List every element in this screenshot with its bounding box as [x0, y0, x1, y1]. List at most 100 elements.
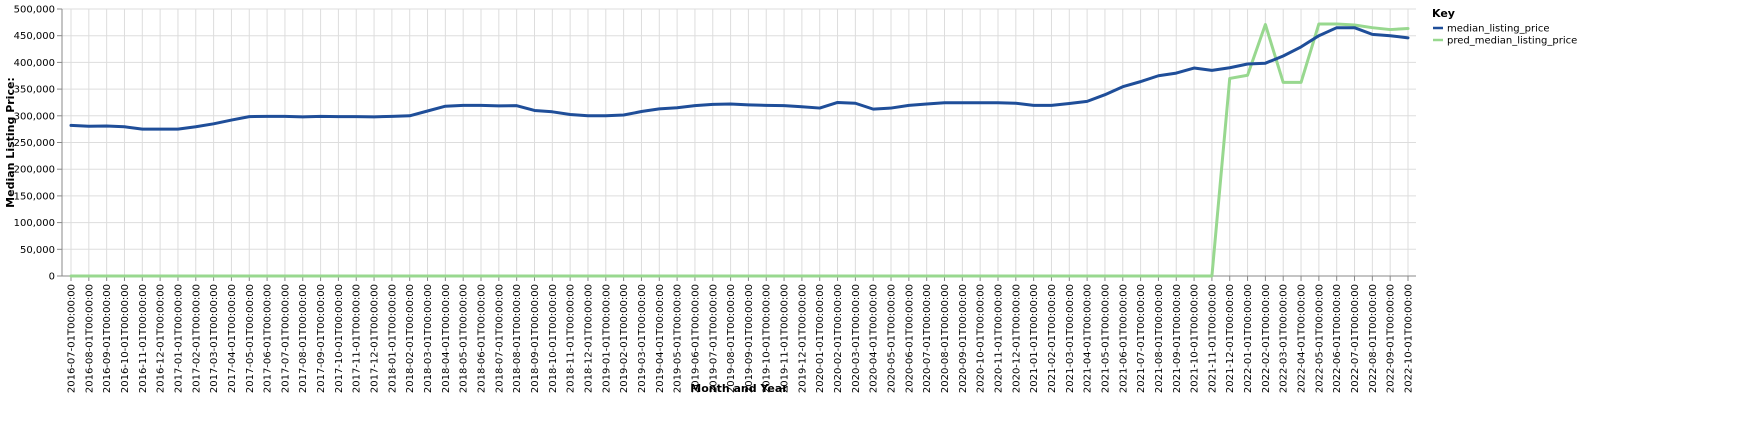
x-tick-label: 2019-04-01T00:00:00	[655, 284, 666, 393]
x-tick-label: 2020-07-01T00:00:00	[922, 284, 933, 393]
y-tick-label: 450,000	[14, 31, 55, 42]
x-tick-label: 2020-09-01T00:00:00	[958, 284, 969, 393]
y-tick-label: 100,000	[14, 218, 55, 229]
x-tick-label: 2018-04-01T00:00:00	[441, 284, 452, 393]
x-tick-label: 2019-06-01T00:00:00	[690, 284, 701, 393]
x-tick-label: 2018-10-01T00:00:00	[548, 284, 559, 393]
x-tick-label: 2021-01-01T00:00:00	[1029, 284, 1040, 393]
x-tick-label: 2018-05-01T00:00:00	[459, 284, 470, 393]
x-tick-label: 2017-01-01T00:00:00	[173, 284, 184, 393]
x-tick-label: 2018-08-01T00:00:00	[512, 284, 523, 393]
x-tick-label: 2017-10-01T00:00:00	[334, 284, 345, 393]
x-tick-label: 2022-10-01T00:00:00	[1404, 284, 1415, 393]
x-tick-label: 2022-09-01T00:00:00	[1386, 284, 1397, 393]
x-axis: 2016-07-01T00:00:00 2016-08-01T00:00:00 20…	[62, 275, 1416, 393]
x-tick-label: 2018-03-01T00:00:00	[423, 284, 434, 393]
x-tick-label: 2018-07-01T00:00:00	[494, 284, 505, 393]
x-axis-title: Month and Year	[690, 382, 788, 395]
x-tick-label: 2021-11-01T00:00:00	[1207, 284, 1218, 393]
x-tick-label: 2019-12-01T00:00:00	[797, 284, 808, 393]
x-tick-label: 2019-10-01T00:00:00	[762, 284, 773, 393]
x-tick-label: 2022-03-01T00:00:00	[1279, 284, 1290, 393]
x-tick-label: 2020-02-01T00:00:00	[833, 284, 844, 393]
x-tick-label: 2017-03-01T00:00:00	[209, 284, 220, 393]
x-tick-label: 2018-01-01T00:00:00	[387, 284, 398, 393]
series-line-pred_median_listing_price	[69, 22, 1410, 278]
x-tick-label: 2022-02-01T00:00:00	[1261, 284, 1272, 393]
x-tick-label: 2016-12-01T00:00:00	[156, 284, 167, 393]
x-tick-label: 2021-04-01T00:00:00	[1083, 284, 1094, 393]
y-axis-title: Median Listing Price:	[4, 77, 17, 208]
x-tick-label: 2016-09-01T00:00:00	[102, 284, 113, 393]
x-tick-label: 2020-04-01T00:00:00	[869, 284, 880, 393]
y-tick-label: 200,000	[14, 165, 55, 176]
x-tick-label: 2019-09-01T00:00:00	[744, 284, 755, 393]
x-tick-label: 2022-04-01T00:00:00	[1297, 284, 1308, 393]
x-tick-label: 2016-07-01T00:00:00	[67, 284, 78, 393]
x-tick-label: 2017-12-01T00:00:00	[370, 284, 381, 393]
x-tick-label: 2022-01-01T00:00:00	[1243, 284, 1254, 393]
x-tick-label: 2020-03-01T00:00:00	[851, 284, 862, 393]
y-tick-label: 0	[49, 272, 55, 283]
x-tick-label: 2021-03-01T00:00:00	[1065, 284, 1076, 393]
x-tick-label: 2018-06-01T00:00:00	[477, 284, 488, 393]
y-tick-label: 500,000	[14, 5, 55, 16]
legend-label: pred_median_listing_price	[1447, 36, 1577, 47]
x-tick-label: 2017-02-01T00:00:00	[191, 284, 202, 393]
x-tick-label: 2020-01-01T00:00:00	[815, 284, 826, 393]
x-tick-label: 2020-10-01T00:00:00	[976, 284, 987, 393]
x-tick-label: 2021-02-01T00:00:00	[1047, 284, 1058, 393]
x-tick-label: 2017-09-01T00:00:00	[316, 284, 327, 393]
x-tick-label: 2018-11-01T00:00:00	[566, 284, 577, 393]
legend: Key median_listing_pricepred_median_list…	[1432, 7, 1577, 47]
x-tick-label: 2022-08-01T00:00:00	[1368, 284, 1379, 393]
x-tick-label: 2019-02-01T00:00:00	[619, 284, 630, 393]
legend-label: median_listing_price	[1447, 24, 1550, 35]
x-tick-label: 2019-08-01T00:00:00	[726, 284, 737, 393]
x-tick-label: 2017-04-01T00:00:00	[227, 284, 238, 393]
x-tick-label: 2019-01-01T00:00:00	[601, 284, 612, 393]
x-tick-label: 2021-06-01T00:00:00	[1118, 284, 1129, 393]
y-tick-label: 400,000	[14, 58, 55, 69]
x-tick-label: 2019-05-01T00:00:00	[673, 284, 684, 393]
x-tick-label: 2018-12-01T00:00:00	[583, 284, 594, 393]
x-tick-label: 2020-05-01T00:00:00	[887, 284, 898, 393]
x-tick-label: 2016-08-01T00:00:00	[84, 284, 95, 393]
x-tick-label: 2017-06-01T00:00:00	[263, 284, 274, 393]
x-tick-label: 2017-11-01T00:00:00	[352, 284, 363, 393]
series-line-median_listing_price	[69, 26, 1410, 131]
y-tick-label: 50,000	[20, 245, 55, 256]
x-tick-label: 2017-05-01T00:00:00	[245, 284, 256, 393]
x-tick-label: 2017-07-01T00:00:00	[280, 284, 291, 393]
x-tick-label: 2020-08-01T00:00:00	[940, 284, 951, 393]
x-tick-label: 2021-07-01T00:00:00	[1136, 284, 1147, 393]
series-lines	[69, 22, 1410, 278]
x-tick-label: 2022-06-01T00:00:00	[1332, 284, 1343, 393]
y-tick-label: 250,000	[14, 138, 55, 149]
x-tick-label: 2021-10-01T00:00:00	[1190, 284, 1201, 393]
x-tick-label: 2018-02-01T00:00:00	[405, 284, 416, 393]
x-tick-label: 2020-11-01T00:00:00	[993, 284, 1004, 393]
x-tick-label: 2021-08-01T00:00:00	[1154, 284, 1165, 393]
y-axis: 0 50,000 100,000 150,000 200,000 250,000 300,0…	[14, 5, 63, 283]
y-tick-label: 300,000	[14, 111, 55, 122]
x-tick-label: 2022-05-01T00:00:00	[1314, 284, 1325, 393]
x-tick-label: 2019-03-01T00:00:00	[637, 284, 648, 393]
x-tick-label: 2018-09-01T00:00:00	[530, 284, 541, 393]
x-tick-label: 2019-11-01T00:00:00	[780, 284, 791, 393]
x-tick-label: 2020-12-01T00:00:00	[1011, 284, 1022, 393]
x-tick-label: 2021-09-01T00:00:00	[1172, 284, 1183, 393]
x-tick-label: 2021-12-01T00:00:00	[1225, 284, 1236, 393]
gridlines	[62, 8, 1416, 277]
x-tick-label: 2016-10-01T00:00:00	[120, 284, 131, 393]
y-tick-label: 150,000	[14, 191, 55, 202]
legend-title: Key	[1432, 7, 1455, 20]
x-tick-label: 2022-07-01T00:00:00	[1350, 284, 1361, 393]
x-tick-label: 2019-07-01T00:00:00	[708, 284, 719, 393]
x-tick-label: 2016-11-01T00:00:00	[138, 284, 149, 393]
x-tick-label: 2020-06-01T00:00:00	[904, 284, 915, 393]
y-tick-label: 350,000	[14, 85, 55, 96]
x-tick-label: 2017-08-01T00:00:00	[298, 284, 309, 393]
x-tick-label: 2021-05-01T00:00:00	[1100, 284, 1111, 393]
